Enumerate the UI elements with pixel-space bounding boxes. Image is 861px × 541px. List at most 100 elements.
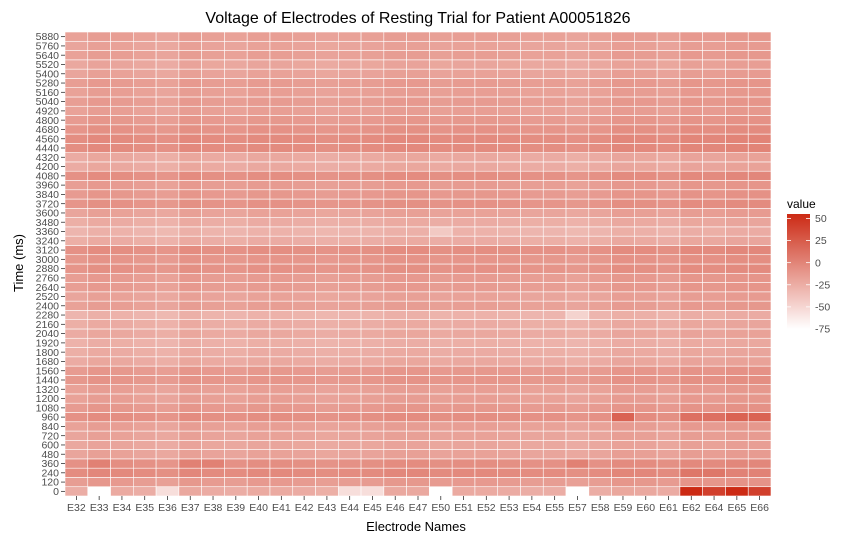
heatmap-cell-E59-840	[611, 421, 635, 432]
heatmap-cell-E64-2040	[702, 328, 726, 339]
heatmap-cell-E54-5760	[520, 40, 544, 51]
heatmap-cell-E42-1200	[292, 393, 316, 404]
heatmap-cell-E47-1920	[406, 337, 430, 348]
heatmap-cell-E38-2760	[201, 272, 225, 283]
heatmap-cell-E62-3240	[679, 235, 703, 246]
heatmap-cell-E57-2280	[565, 310, 590, 320]
heatmap-cell-E62-360	[679, 458, 703, 469]
heatmap-cell-E43-5400	[315, 68, 339, 79]
heatmap-cell-E66-4320	[747, 152, 772, 163]
heatmap-cell-E52-1560	[474, 365, 499, 376]
heatmap-cell-E38-3360	[201, 226, 225, 237]
heatmap-cell-E62-2760	[679, 272, 703, 283]
heatmap-cell-E53-1200	[497, 393, 521, 404]
heatmap-cell-E59-960	[611, 412, 635, 423]
heatmap-cell-E32-1800	[64, 347, 89, 358]
heatmap-cell-E46-5880	[383, 31, 407, 42]
heatmap-cell-E33-3960	[87, 180, 111, 191]
heatmap-cell-E52-3000	[474, 254, 499, 265]
heatmap-cell-E36-0	[155, 486, 180, 497]
heatmap-cell-E60-1320	[634, 384, 658, 395]
heatmap-cell-E38-4080	[201, 170, 225, 181]
heatmap-cell-E39-720	[224, 430, 248, 441]
heatmap-cell-E52-1680	[474, 356, 499, 367]
heatmap-cell-E47-2400	[406, 300, 430, 311]
heatmap-cell-E62-5280	[679, 78, 703, 88]
heatmap-cell-E57-720	[565, 430, 590, 441]
heatmap-cell-E36-2400	[155, 300, 180, 311]
heatmap-cell-E65-5040	[725, 96, 749, 107]
y-tick-label: 2280	[36, 310, 60, 322]
heatmap-cell-E32-3840	[64, 189, 89, 200]
heatmap-cell-E38-3480	[201, 217, 225, 228]
heatmap-cell-E62-4080	[679, 170, 703, 181]
heatmap-cell-E46-4560	[383, 133, 407, 144]
heatmap-cell-E41-2640	[269, 282, 294, 293]
heatmap-cell-E55-4200	[542, 161, 567, 172]
x-tick-label: E64	[705, 502, 724, 514]
heatmap-cell-E66-3120	[747, 245, 772, 256]
heatmap-cell-E62-3120	[679, 245, 703, 256]
heatmap-cell-E34-2760	[110, 272, 134, 283]
heatmap-cell-E64-1320	[702, 384, 726, 395]
x-tick-label: E60	[636, 502, 655, 514]
heatmap-cell-E60-3120	[634, 245, 658, 256]
heatmap-cell-E50-5280	[429, 78, 453, 88]
heatmap-cell-E41-4920	[269, 105, 294, 116]
heatmap-cell-E39-1920	[224, 337, 248, 348]
heatmap-cell-E51-2520	[451, 291, 476, 302]
heatmap-cell-E53-2400	[497, 300, 521, 311]
heatmap-cell-E57-3000	[565, 254, 590, 265]
heatmap-cell-E34-5160	[110, 87, 134, 98]
heatmap-cell-E65-3360	[725, 226, 749, 237]
heatmap-cell-E53-5760	[497, 40, 521, 51]
heatmap-cell-E54-3480	[520, 217, 544, 228]
heatmap-cell-E66-480	[747, 449, 772, 460]
heatmap-cell-E43-1200	[315, 393, 339, 404]
heatmap-cell-E41-4080	[269, 170, 294, 181]
heatmap-cell-E36-4680	[155, 124, 180, 135]
heatmap-cell-E33-4320	[87, 152, 111, 163]
heatmap-cell-E59-5040	[611, 96, 635, 107]
heatmap-cell-E53-1800	[497, 347, 521, 358]
heatmap-cell-E47-0	[406, 486, 430, 497]
heatmap-cell-E64-5760	[702, 40, 726, 51]
heatmap-cell-E38-120	[201, 477, 225, 488]
x-tick-label: E62	[682, 502, 701, 514]
heatmap-cell-E53-120	[497, 477, 521, 488]
heatmap-cell-E47-2520	[406, 291, 430, 302]
heatmap-cell-E66-4080	[747, 170, 772, 181]
heatmap-cell-E59-3120	[611, 245, 635, 256]
heatmap-cell-E57-1800	[565, 347, 590, 358]
heatmap-cell-E64-2760	[702, 272, 726, 283]
heatmap-cell-E52-4320	[474, 152, 499, 163]
heatmap-cell-E50-5160	[429, 87, 453, 98]
heatmap-cell-E58-240	[588, 467, 612, 478]
heatmap-cell-E46-5280	[383, 78, 407, 88]
heatmap-cell-E51-4440	[451, 143, 476, 153]
heatmap-cell-E59-3720	[611, 198, 635, 209]
heatmap-cell-E34-960	[110, 412, 134, 423]
heatmap-cell-E51-5880	[451, 31, 476, 42]
heatmap-cell-E54-2880	[520, 263, 544, 274]
heatmap-cell-E34-5880	[110, 31, 134, 42]
heatmap-cell-E44-4080	[337, 170, 362, 181]
heatmap-cell-E65-600	[725, 440, 749, 450]
heatmap-cell-E59-5160	[611, 87, 635, 98]
heatmap-cell-E53-4800	[497, 115, 521, 126]
heatmap-cell-E33-3840	[87, 189, 111, 200]
heatmap-cell-E66-2760	[747, 272, 772, 283]
heatmap-cell-E51-360	[451, 458, 476, 469]
heatmap-cell-E32-1680	[64, 356, 89, 367]
heatmap-cell-E60-480	[634, 449, 658, 460]
heatmap-cell-E65-5520	[725, 59, 749, 70]
heatmap-cell-E66-120	[747, 477, 772, 488]
heatmap-cell-E35-4200	[133, 161, 157, 172]
heatmap-cell-E41-120	[269, 477, 294, 488]
heatmap-cell-E61-5880	[656, 31, 681, 42]
heatmap-cell-E46-3000	[383, 254, 407, 265]
heatmap-cell-E54-1200	[520, 393, 544, 404]
heatmap-cell-E44-840	[337, 421, 362, 432]
heatmap-cell-E50-2280	[429, 310, 453, 320]
heatmap-cell-E35-120	[133, 477, 157, 488]
